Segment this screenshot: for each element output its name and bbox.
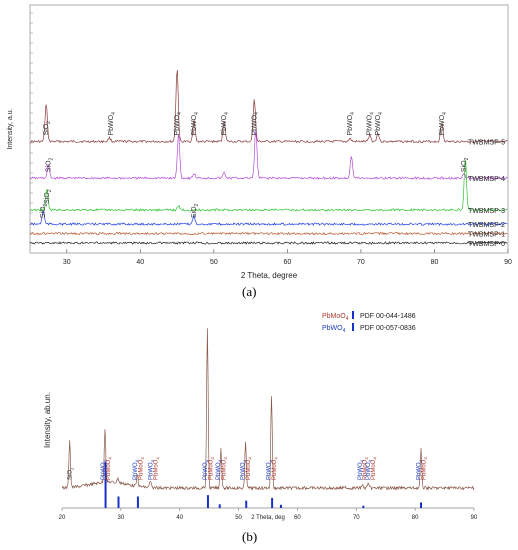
x-tick-label-b: 20 bbox=[59, 515, 66, 521]
peak-label-b: SiO2 bbox=[68, 467, 75, 480]
peak-label-a: SiO2 bbox=[191, 203, 200, 218]
x-tick-label-b: 30 bbox=[118, 515, 125, 521]
peak-label-b: PbMoO4 bbox=[421, 457, 428, 480]
peak-label-b: PbWO4 bbox=[101, 459, 108, 480]
x-tick-label-a: 30 bbox=[63, 259, 71, 266]
x-tick-label-b: 40 bbox=[176, 515, 183, 521]
series-line-twbmsp-5 bbox=[30, 69, 508, 144]
peak-label-a: SiO2 bbox=[40, 203, 49, 218]
x-tick-label-a: 90 bbox=[504, 259, 512, 266]
peak-label-b: PbMoO4 bbox=[371, 457, 378, 480]
peak-label-a: PbWO4 bbox=[251, 112, 260, 136]
peak-label-b: PbMoO4 bbox=[272, 457, 279, 480]
panel-b-label: (b) bbox=[242, 529, 258, 544]
x-tick-label-a: 70 bbox=[357, 259, 365, 266]
y-axis-label-a: Intensity, a.u. bbox=[7, 108, 14, 149]
x-tick-label-a: 40 bbox=[136, 259, 144, 266]
peak-label-b: PbMoO4 bbox=[106, 457, 113, 480]
peak-label-b: PbMoO4 bbox=[363, 457, 370, 480]
peak-label-b: PbWO4 bbox=[203, 459, 210, 480]
series-label-twbmsp-0: TWBMSP-0 bbox=[468, 241, 505, 248]
plot-area-a bbox=[29, 4, 509, 254]
peak-label-a: PbWO4 bbox=[108, 112, 117, 136]
peak-label-a: PbWO4 bbox=[367, 112, 376, 136]
x-tick-label-a: 60 bbox=[283, 259, 291, 266]
x-tick-label-b: 50 bbox=[235, 515, 242, 521]
peak-label-b: PbWO4 bbox=[133, 459, 140, 480]
series-line-twbmsp-0 bbox=[29, 241, 508, 245]
series-line-pattern bbox=[61, 328, 475, 491]
peak-label-a: SiO2 bbox=[461, 157, 470, 172]
peak-label-b: PbMoO4 bbox=[208, 457, 215, 480]
peak-label-b: PbMoO4 bbox=[138, 457, 145, 480]
legend-swatch-pbmoo4 bbox=[352, 311, 354, 319]
peak-label-b: PbWO4 bbox=[241, 459, 248, 480]
y-axis-label-b: Intensity, ab.un. bbox=[43, 392, 52, 448]
x-tick-label-b: 80 bbox=[412, 515, 419, 521]
legend-label-pbwo4: PbWO4 bbox=[322, 325, 346, 334]
x-tick-label-a: 80 bbox=[431, 259, 439, 266]
series-label-twbmsp-4: TWBMSP-4 bbox=[468, 176, 505, 183]
peak-label-a: SiO2 bbox=[44, 189, 53, 204]
peak-label-b: PbWO4 bbox=[148, 459, 155, 480]
peak-label-b: PbWO4 bbox=[358, 459, 365, 480]
legend-pdf-pbmoo4: PDF 00-044-1486 bbox=[360, 313, 416, 320]
peak-label-b: PbWO4 bbox=[366, 459, 373, 480]
series-label-twbmsp-5: TWBMSP-5 bbox=[468, 140, 505, 147]
x-tick-label-b: 90 bbox=[471, 515, 478, 521]
peak-label-a: SiO2 bbox=[43, 121, 52, 136]
series-line-twbmsp-4 bbox=[29, 129, 508, 181]
peak-label-b: PbWO4 bbox=[417, 459, 424, 480]
peak-label-b: PbWO4 bbox=[216, 459, 223, 480]
series-label-twbmsp-2: TWBMSP-2 bbox=[468, 222, 505, 229]
peak-label-a: PbWO4 bbox=[347, 112, 356, 136]
series-line-twbmsp-3 bbox=[29, 159, 508, 212]
peak-label-a: PbWO4 bbox=[191, 112, 200, 136]
peak-label-a: PbWO4 bbox=[221, 112, 230, 136]
series-line-twbmsp-2 bbox=[29, 209, 508, 226]
series-label-twbmsp-3: TWBMSP-3 bbox=[468, 208, 505, 215]
peak-label-a: PbWO4 bbox=[375, 112, 384, 136]
peak-label-a: PbWO4 bbox=[174, 112, 183, 136]
x-tick-label-b: 70 bbox=[353, 515, 360, 521]
x-tick-label-b: 60 bbox=[294, 515, 301, 521]
peak-label-b: PbWO4 bbox=[267, 459, 274, 480]
x-axis-label-b: 2 Theta, deg bbox=[251, 515, 285, 521]
panel-a-label: (a) bbox=[242, 284, 257, 299]
series-label-twbmsp-1: TWBMSP-1 bbox=[468, 232, 505, 239]
x-axis-label-a: 2 Theta, degree bbox=[241, 271, 298, 280]
peak-label-a: SiO2 bbox=[45, 157, 54, 172]
legend-pdf-pbwo4: PDF 00-057-0836 bbox=[360, 325, 416, 332]
peak-label-b: PbMoO4 bbox=[246, 457, 253, 480]
series-line-twbmsp-1 bbox=[29, 231, 508, 236]
legend-label-pbmoo4: PbMoO4 bbox=[322, 313, 349, 322]
legend-swatch-pbwo4 bbox=[352, 323, 354, 331]
peak-label-b: PbMoO4 bbox=[154, 457, 161, 480]
peak-label-b: PbMoO4 bbox=[221, 457, 228, 480]
peak-label-a: PbWO4 bbox=[439, 112, 448, 136]
x-tick-label-a: 50 bbox=[210, 259, 218, 266]
